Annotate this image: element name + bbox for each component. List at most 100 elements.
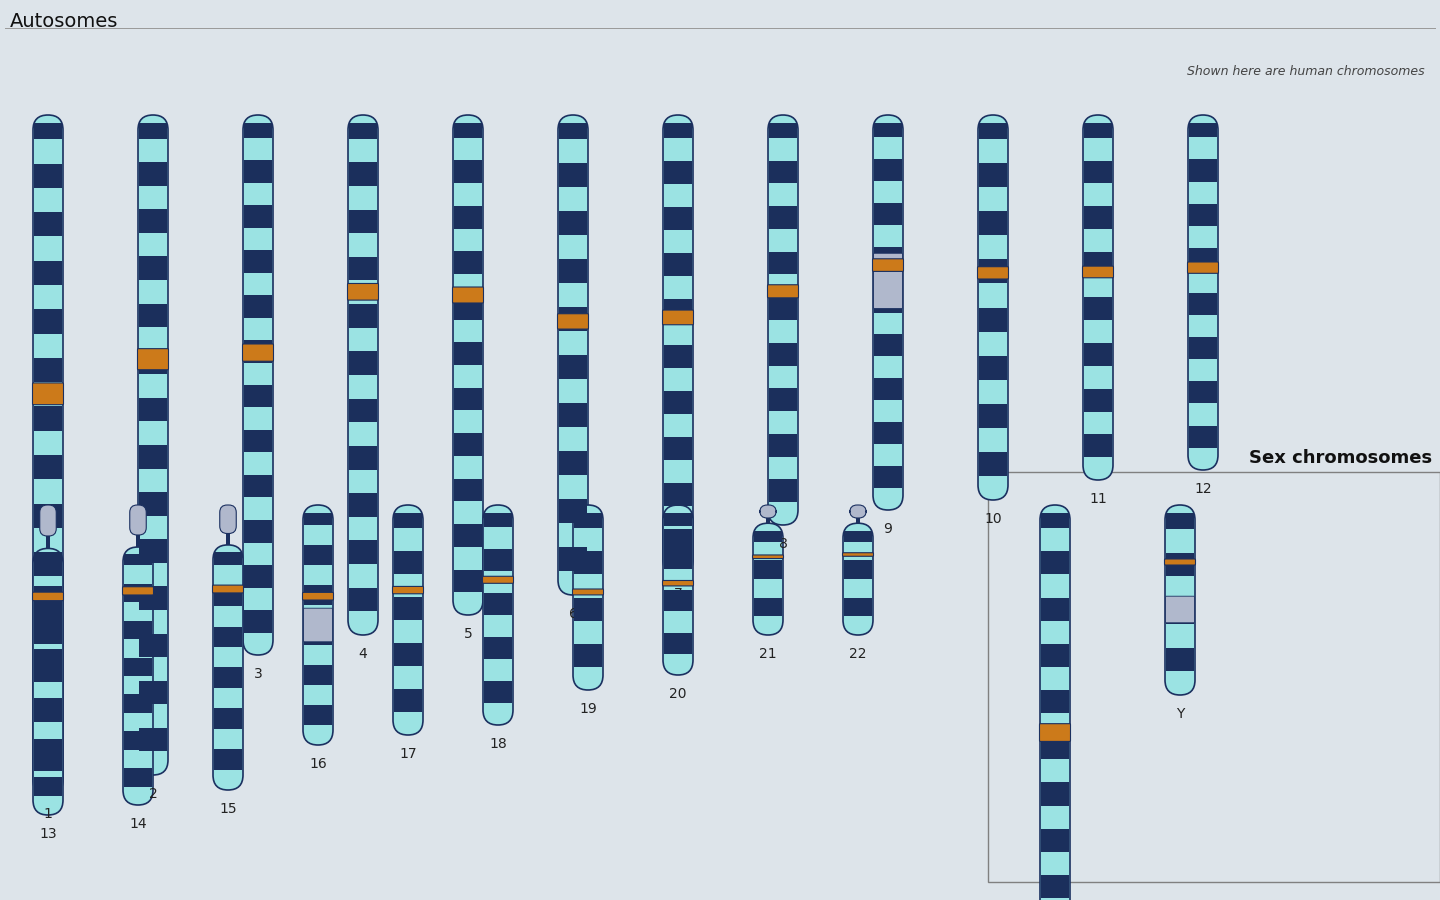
- Bar: [988, 472, 1440, 882]
- Bar: [874, 122, 901, 137]
- Bar: [454, 479, 482, 501]
- Bar: [215, 708, 242, 729]
- FancyBboxPatch shape: [874, 253, 903, 309]
- Bar: [140, 351, 167, 374]
- Bar: [140, 680, 167, 705]
- Bar: [124, 768, 153, 787]
- FancyBboxPatch shape: [978, 266, 1008, 279]
- Bar: [243, 385, 272, 408]
- Bar: [348, 588, 377, 611]
- FancyBboxPatch shape: [573, 505, 603, 690]
- Bar: [140, 398, 167, 421]
- Bar: [1189, 159, 1217, 182]
- Bar: [979, 163, 1007, 187]
- Bar: [140, 587, 167, 610]
- FancyBboxPatch shape: [242, 344, 274, 361]
- Bar: [1166, 553, 1194, 576]
- Bar: [1166, 647, 1194, 671]
- Bar: [1041, 829, 1068, 852]
- Bar: [664, 207, 693, 230]
- Bar: [664, 529, 693, 552]
- Bar: [35, 777, 62, 796]
- Text: Sex chromosomes: Sex chromosomes: [1248, 449, 1431, 467]
- Bar: [1084, 206, 1112, 230]
- FancyBboxPatch shape: [1165, 596, 1195, 623]
- Bar: [35, 212, 62, 237]
- Bar: [979, 259, 1007, 284]
- Bar: [215, 553, 242, 565]
- Bar: [140, 210, 167, 233]
- Bar: [979, 308, 1007, 331]
- Bar: [124, 621, 153, 639]
- Bar: [304, 665, 333, 685]
- Bar: [226, 534, 230, 544]
- Text: 12: 12: [1194, 482, 1212, 496]
- Bar: [35, 701, 62, 720]
- Bar: [575, 598, 602, 621]
- Bar: [140, 539, 167, 562]
- Bar: [1084, 122, 1112, 138]
- Text: 19: 19: [579, 702, 596, 716]
- Bar: [874, 335, 901, 356]
- FancyBboxPatch shape: [1165, 559, 1195, 565]
- Bar: [454, 570, 482, 592]
- Bar: [766, 518, 770, 523]
- FancyBboxPatch shape: [842, 523, 873, 635]
- FancyBboxPatch shape: [662, 580, 694, 586]
- Bar: [35, 746, 62, 770]
- Bar: [874, 247, 901, 268]
- Bar: [559, 307, 588, 331]
- Text: 11: 11: [1089, 492, 1107, 506]
- Bar: [454, 251, 482, 274]
- FancyBboxPatch shape: [122, 587, 154, 595]
- Bar: [559, 355, 588, 379]
- Bar: [874, 466, 901, 488]
- FancyBboxPatch shape: [1083, 266, 1113, 278]
- Bar: [454, 342, 482, 365]
- Bar: [348, 493, 377, 517]
- Bar: [1084, 389, 1112, 411]
- Bar: [575, 551, 602, 574]
- Bar: [124, 732, 153, 750]
- Bar: [243, 295, 272, 318]
- Bar: [664, 590, 693, 611]
- FancyBboxPatch shape: [1040, 724, 1070, 742]
- FancyBboxPatch shape: [482, 576, 514, 583]
- Bar: [348, 304, 377, 328]
- Bar: [664, 299, 693, 322]
- Bar: [769, 434, 796, 456]
- Bar: [348, 446, 377, 470]
- Bar: [348, 256, 377, 281]
- Bar: [664, 512, 693, 526]
- FancyBboxPatch shape: [873, 259, 903, 272]
- Bar: [1189, 292, 1217, 315]
- FancyBboxPatch shape: [842, 553, 874, 556]
- FancyBboxPatch shape: [482, 505, 513, 725]
- FancyBboxPatch shape: [302, 505, 333, 745]
- Bar: [348, 162, 377, 186]
- Bar: [1041, 644, 1068, 667]
- Bar: [124, 554, 153, 565]
- Bar: [35, 122, 62, 140]
- Bar: [874, 291, 901, 312]
- Text: 9: 9: [884, 522, 893, 536]
- Bar: [1041, 736, 1068, 760]
- Bar: [454, 297, 482, 320]
- Bar: [664, 253, 693, 276]
- Bar: [124, 584, 153, 602]
- FancyBboxPatch shape: [452, 287, 484, 303]
- Bar: [484, 637, 513, 659]
- FancyBboxPatch shape: [1165, 505, 1195, 695]
- Bar: [874, 159, 901, 181]
- Bar: [454, 206, 482, 229]
- Bar: [124, 658, 153, 676]
- Bar: [755, 531, 782, 542]
- Text: 20: 20: [670, 687, 687, 701]
- Bar: [575, 644, 602, 667]
- Bar: [304, 625, 333, 645]
- FancyBboxPatch shape: [33, 592, 63, 600]
- FancyBboxPatch shape: [130, 505, 147, 535]
- Bar: [484, 512, 513, 527]
- Bar: [454, 160, 482, 184]
- FancyBboxPatch shape: [760, 505, 776, 518]
